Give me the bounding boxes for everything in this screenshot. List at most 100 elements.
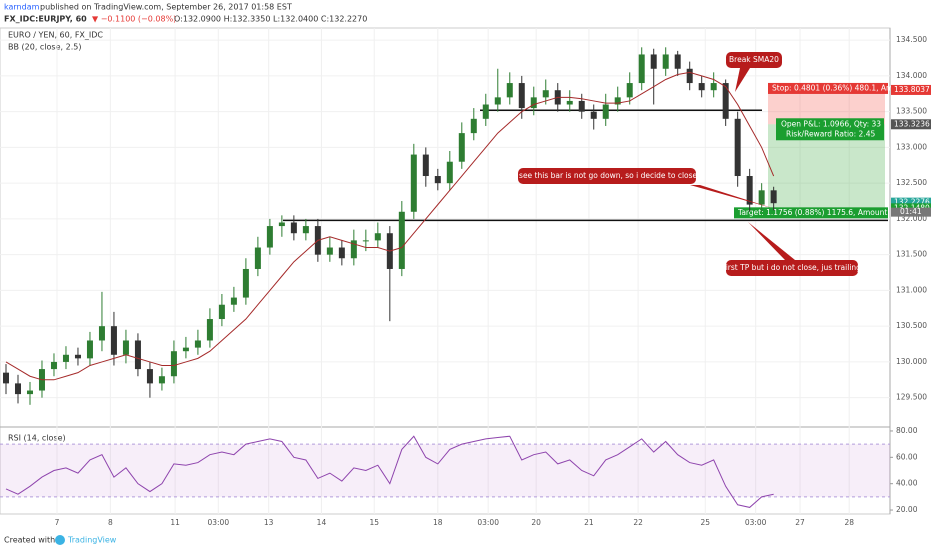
pnl-box <box>776 118 884 141</box>
candle-body <box>302 226 309 234</box>
annotation-arrow <box>735 68 750 92</box>
rsi-band <box>0 444 890 497</box>
y-tick-label: 131.500 <box>896 250 927 259</box>
candle-body <box>734 118 741 177</box>
countdown-badge <box>891 207 931 217</box>
y-tick-label: 130.500 <box>896 321 927 330</box>
annotation-arrow <box>690 185 772 208</box>
annotation-text: I see this bar is not go down, so i deci… <box>514 171 699 180</box>
candle-body <box>614 97 621 105</box>
price-badge <box>891 84 931 95</box>
annotation-box <box>518 168 696 184</box>
candle-body <box>326 247 333 255</box>
candle-body <box>458 133 465 162</box>
candle-body <box>182 347 189 352</box>
candle-body <box>230 297 237 305</box>
candle-body <box>170 351 177 377</box>
x-tick-label: 28 <box>844 518 854 527</box>
annotation-box <box>726 52 782 68</box>
publisher: karndam <box>4 3 40 12</box>
candle-body <box>710 83 717 91</box>
candle-body <box>626 83 633 98</box>
candle-body <box>758 190 765 205</box>
annotation-text: Break SMA20 <box>729 55 779 64</box>
footer-created: Created with <box>4 536 55 545</box>
candle-body <box>146 369 153 384</box>
y-tick-label: 132.500 <box>896 178 927 187</box>
candle-body <box>602 104 609 119</box>
ohlc: O:132.0900 H:132.3350 L:132.0400 C:132.2… <box>174 15 367 24</box>
x-tick-label: 22 <box>633 518 643 527</box>
candle-body <box>74 354 81 359</box>
annotation-arrow <box>748 222 795 260</box>
x-tick-label: 03:00 <box>477 518 499 527</box>
candle-body <box>362 240 369 242</box>
x-tick-label: 21 <box>584 518 594 527</box>
indicator-label: BB (20, close, 2.5) <box>8 43 81 52</box>
candle-body <box>662 54 669 69</box>
candle-body <box>470 118 477 134</box>
candle-body <box>350 240 357 259</box>
rsi-tick-label: 40.00 <box>896 479 918 488</box>
x-tick-label: 03:00 <box>207 518 229 527</box>
annotation-box <box>726 260 858 276</box>
stop-box <box>768 82 888 94</box>
rsi-tick-label: 20.00 <box>896 505 918 514</box>
brand-logo <box>55 535 65 545</box>
x-tick-label: 18 <box>433 518 443 527</box>
y-tick-label: 133.000 <box>896 142 927 151</box>
candle-body <box>770 190 777 204</box>
sma-line <box>5 71 775 381</box>
candle-body <box>566 100 573 105</box>
x-tick-label: 27 <box>795 518 805 527</box>
candle-body <box>26 390 33 395</box>
x-tick-label: 8 <box>108 518 113 527</box>
candle-body <box>410 154 417 212</box>
candle-body <box>722 83 729 119</box>
candle-body <box>266 226 273 248</box>
candle-body <box>242 268 249 298</box>
candle-body <box>638 54 645 84</box>
y-tick-label: 133.500 <box>896 107 927 116</box>
price-badge <box>891 197 931 208</box>
candle-body <box>506 83 513 98</box>
candle-body <box>422 154 429 177</box>
candle-body <box>590 111 597 119</box>
x-tick-label: 15 <box>369 518 379 527</box>
candle-body <box>494 97 501 105</box>
candle-body <box>338 247 345 259</box>
price-badge-label: 133.8037 <box>894 85 930 94</box>
candle-body <box>746 176 753 205</box>
rsi-tick-label: 60.00 <box>896 452 918 461</box>
candle-body <box>446 161 453 184</box>
countdown: 01:41 <box>900 207 922 216</box>
candle-body <box>434 176 441 184</box>
candle-body <box>542 90 549 98</box>
rr-label: Risk/Reward Ratio: 2.45 <box>786 129 875 138</box>
x-tick-label: 14 <box>317 518 327 527</box>
published: published on TradingView.com, September … <box>40 3 292 12</box>
candle-body <box>86 340 93 359</box>
symbol: FX_IDC:EURJPY, 60 <box>4 15 87 24</box>
candle-body <box>98 326 105 341</box>
candle-body <box>674 54 681 69</box>
price-badge-label: 133.3236 <box>894 119 930 128</box>
candle-body <box>14 383 21 395</box>
candle-body <box>278 222 285 227</box>
x-tick-label: 03:00 <box>745 518 767 527</box>
candle-body <box>650 54 657 69</box>
y-tick-label: 129.500 <box>896 393 927 402</box>
y-tick-label: 132.000 <box>896 214 927 223</box>
y-tick-label: 131.000 <box>896 285 927 294</box>
y-tick-label: 134.000 <box>896 71 927 80</box>
chart-title: EURO / YEN, 60, FX_IDC <box>8 31 103 40</box>
change: ▼ −0.1100 (−0.08%) <box>92 15 176 24</box>
candle-body <box>62 354 69 362</box>
candle-body <box>2 372 9 384</box>
y-tick-label: 130.000 <box>896 357 927 366</box>
candle-body <box>374 233 381 241</box>
rsi-title: RSI (14, close) <box>8 434 66 443</box>
target-label: Target: 1.1756 (0.88%) 1175.6, Amount: <box>737 208 890 217</box>
candle-body <box>398 211 405 269</box>
